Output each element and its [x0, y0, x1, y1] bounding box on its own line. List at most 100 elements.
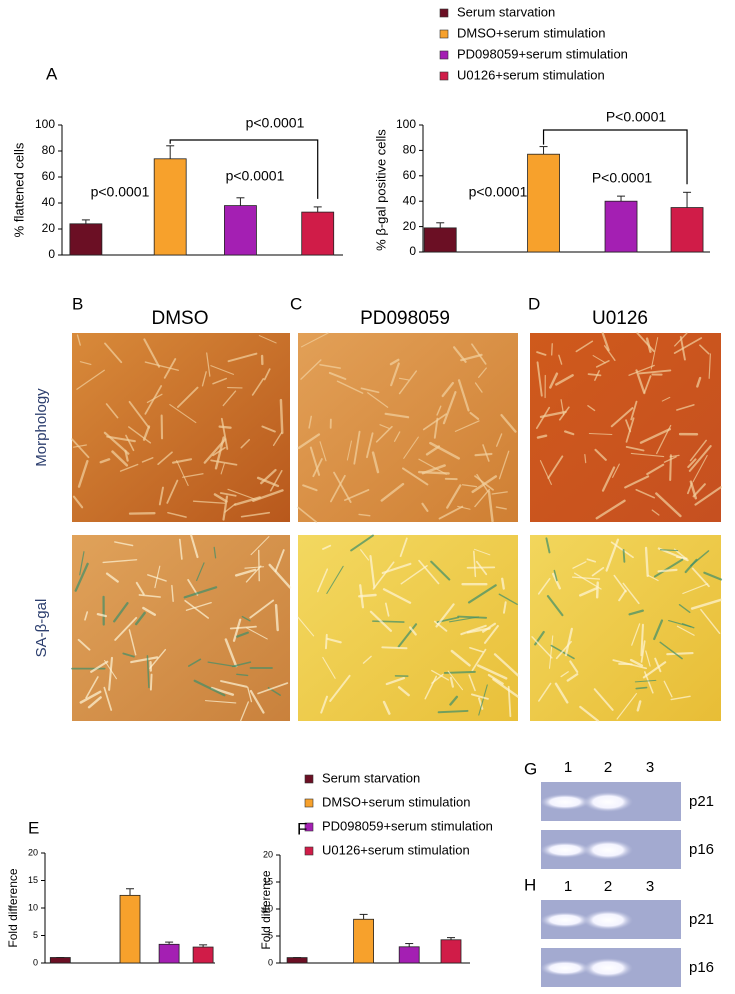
cell: [330, 474, 346, 503]
cell: [384, 412, 410, 419]
micrograph: [297, 332, 518, 523]
cell: [690, 598, 723, 610]
cell: [700, 608, 721, 634]
cell: [382, 588, 412, 604]
cell: [616, 692, 638, 720]
cell: [154, 565, 161, 589]
cell: [469, 411, 480, 420]
gel-band: [540, 794, 590, 810]
cell: [595, 499, 626, 520]
y-axis-label: % β-gal positive cells: [373, 129, 388, 251]
cell: [630, 452, 665, 458]
bar: [192, 946, 214, 964]
cell: [569, 660, 579, 673]
cell: [397, 686, 410, 697]
cell: [478, 697, 484, 710]
y-tick-label: 80: [42, 143, 56, 157]
cell: [531, 636, 553, 659]
cell: [536, 361, 543, 397]
cell: [487, 490, 494, 523]
cell: [461, 484, 478, 488]
cell: [578, 587, 598, 597]
cell: [77, 638, 91, 651]
y-tick-label: 40: [42, 195, 56, 209]
bar: [670, 207, 704, 253]
cell: [224, 638, 238, 668]
cell: [657, 568, 678, 573]
cell: [269, 470, 283, 492]
gel-band: [583, 792, 633, 812]
cell: [546, 595, 564, 617]
cell: [222, 495, 229, 521]
cell: [206, 352, 211, 377]
lane-number: 1: [564, 878, 572, 895]
micrograph-bg: [298, 333, 518, 522]
cell: [389, 358, 400, 366]
cell: [371, 451, 380, 474]
gel-band: [583, 840, 633, 860]
significance-bracket: [542, 129, 688, 185]
cell: [187, 578, 199, 596]
annotation: p<0.0001: [91, 184, 150, 200]
panel-label: C: [290, 294, 302, 313]
column-header: DMSO: [152, 308, 209, 329]
cell: [369, 610, 393, 632]
legend-swatch: [439, 71, 449, 81]
cell: [457, 505, 471, 510]
cell: [500, 413, 517, 433]
cell: [446, 484, 462, 509]
cell: [605, 538, 620, 572]
cell: [655, 492, 682, 518]
micrograph: [71, 333, 290, 522]
bar: [286, 957, 308, 964]
cell: [692, 483, 706, 498]
cell: [90, 660, 109, 673]
cell: [182, 473, 204, 478]
cell: [218, 425, 232, 429]
cell: [210, 459, 238, 466]
y-tick-label: 100: [396, 117, 416, 131]
annotation: P<0.0001: [592, 170, 653, 186]
lane-number: 2: [604, 759, 612, 776]
cell: [144, 361, 179, 371]
cell: [171, 584, 174, 603]
cell: [539, 460, 552, 485]
legend-swatch: [304, 774, 314, 784]
cell: [431, 669, 450, 681]
cell: [104, 342, 123, 364]
cell: [449, 676, 454, 688]
cell: [403, 436, 419, 459]
cell: [258, 335, 277, 344]
cell: [593, 688, 614, 711]
legend-label: PD098059+serum stimulation: [322, 818, 493, 833]
cell: [676, 625, 695, 636]
cell: [113, 602, 129, 623]
gel-band: [540, 960, 590, 976]
cell: [471, 693, 489, 700]
legend-label: DMSO+serum stimulation: [322, 794, 470, 809]
cell: [375, 425, 393, 443]
bar: [301, 211, 335, 256]
legend-swatch: [439, 8, 449, 18]
bar: [153, 158, 187, 256]
legend-swatch: [439, 29, 449, 39]
cell: [696, 376, 702, 388]
cell: [476, 473, 489, 493]
panel-label: F: [297, 819, 307, 838]
cell: [638, 369, 672, 375]
y-tick-label: 20: [28, 847, 38, 857]
cell: [469, 646, 484, 653]
cell: [566, 673, 579, 682]
cell: [319, 363, 341, 369]
y-tick-label: 10: [263, 903, 273, 913]
cell: [466, 627, 491, 634]
cell: [219, 492, 237, 497]
cell: [397, 623, 418, 648]
legend-swatch: [439, 50, 449, 60]
cell: [212, 377, 227, 385]
cell: [302, 484, 318, 492]
band-label: p16: [689, 959, 714, 976]
cell: [551, 343, 553, 356]
cell: [588, 432, 613, 436]
gel-band: [540, 912, 590, 928]
